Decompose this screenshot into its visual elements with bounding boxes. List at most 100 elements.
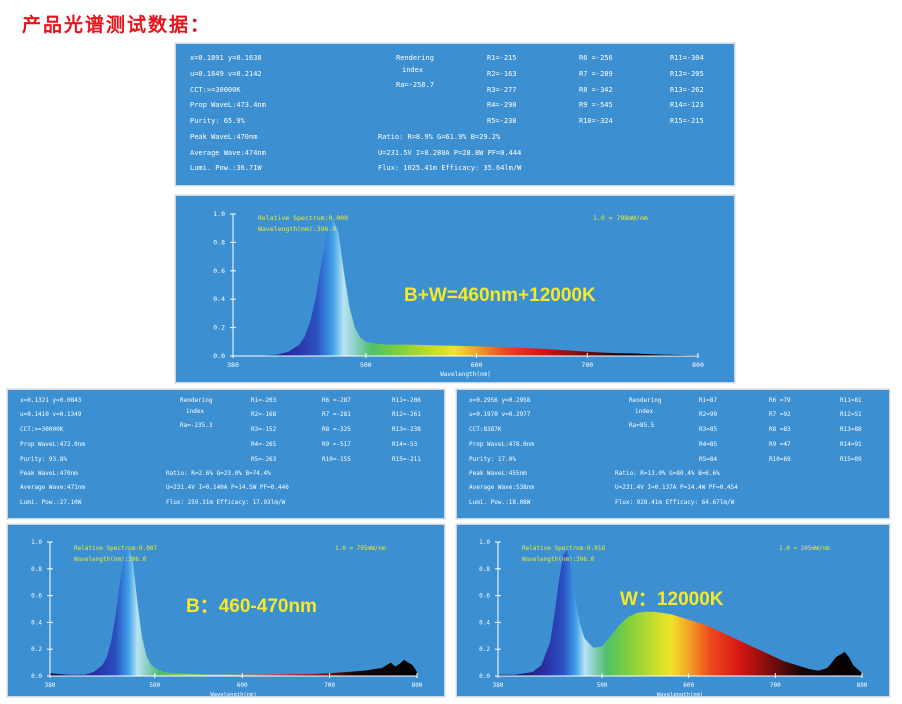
x-tick-label: 600	[237, 682, 248, 689]
param-prop-wavelength: Prop WaveL:478.0nm	[469, 441, 535, 448]
param-ratio: Ratio: R=13.0% G=80.4% B=6.6%	[615, 470, 720, 477]
x-tick-label: 700	[770, 682, 781, 689]
x-tick-label: 800	[412, 682, 423, 689]
x-axis-label: Wavelength(nm)	[210, 692, 256, 696]
x-axis-label: Wavelength(nm)	[657, 692, 703, 696]
param-lumi-power: Lumi. Pow.:27.10W	[20, 499, 82, 506]
x-tick-label: 800	[692, 361, 704, 369]
r-value: R8 =83	[769, 426, 791, 433]
spectrum-chart-panel-left: 0.0 0.2 0.4 0.6 0.8 1.0 380 500 600 700 800 Wavelen…	[7, 524, 445, 697]
param-purity: Purity: 65.9%	[190, 117, 245, 125]
r-value: R11=-206	[392, 397, 421, 404]
param-prop-wavelength: Prop WaveL:472.0nm	[20, 441, 86, 448]
x-tick-label: 500	[360, 361, 372, 369]
relative-spectrum-readout: Relative Spectrum:0.018	[522, 545, 605, 552]
rendering-label: Rendering	[396, 54, 434, 62]
param-uv: u=0.1649 v=0.2142	[190, 70, 262, 78]
product-label: B：460-470nm	[186, 596, 317, 617]
param-ra: Ra=85.5	[629, 422, 655, 429]
param-lumi-power: Lumi. Pow.:36.71W	[190, 164, 262, 172]
r-value: R1=-215	[487, 54, 517, 62]
r-value: R6 =-287	[322, 397, 351, 404]
param-ra: Ra=-258.7	[396, 81, 434, 89]
r-value: R13=-238	[392, 426, 421, 433]
param-uv: u=0.1970 v=0.2977	[469, 411, 531, 418]
wavelength-readout: Wavelength(nm):396.0	[74, 556, 147, 563]
r-value: R5=-238	[487, 117, 517, 125]
param-average-wave: Average Wave:538nm	[469, 484, 535, 491]
y-tick-label: 0.0	[31, 673, 42, 680]
index-label: index	[635, 408, 654, 415]
y-tick-label: 1.0	[213, 210, 225, 218]
r-value: R14=-123	[670, 101, 704, 109]
wavelength-readout: Wavelength(nm):396.0	[258, 225, 336, 233]
param-electrical: U=231.5V I=0.280A P=28.8W PF=0.444	[378, 149, 522, 157]
param-average-wave: Average Wave:474nm	[190, 149, 266, 157]
param-electrical: U=231.4V I=0.140A P=14.5W PF=0.446	[166, 484, 289, 491]
x-tick-label: 600	[471, 361, 483, 369]
r-value: R12=-205	[670, 70, 704, 78]
r-value: R2=-168	[251, 411, 277, 418]
y-tick-label: 0.0	[479, 673, 490, 680]
rendering-label: Rendering	[629, 397, 662, 404]
y-tick-label: 0.6	[31, 593, 42, 600]
r-value: R11=-304	[670, 54, 704, 62]
page-title: 产品光谱测试数据：	[22, 14, 212, 36]
spectrum-chart: 0.0 0.2 0.4 0.6 0.8 1.0 380 500 600 700 800 Wavelen…	[479, 539, 868, 696]
params-panel-right: x=0.2956 y=0.2958 u=0.1970 v=0.2977 CCT:…	[456, 389, 890, 519]
y-tick-label: 0.2	[31, 646, 42, 653]
r-value: R9 =-517	[322, 441, 351, 448]
r-value: R1=87	[699, 397, 718, 404]
param-flux: Flux: 259.31m Efficacy: 17.93lm/W	[166, 499, 286, 506]
param-purity: Purity: 93.8%	[20, 456, 67, 463]
x-tick-label: 380	[227, 361, 239, 369]
r-value: R12=51	[840, 411, 862, 418]
y-tick-label: 0.8	[31, 566, 42, 573]
y-tick-label: 0.2	[213, 324, 225, 332]
y-tick-label: 1.0	[479, 539, 490, 546]
param-cct: CCT:>=30000K	[20, 426, 64, 433]
y-tick-label: 0.6	[479, 593, 490, 600]
r-value: R8 =-342	[579, 86, 613, 94]
spectrum-chart-panel-top: 0.0 0.2 0.4 0.6 0.8 1.0 380 500 600 700 800 Wavelen…	[175, 195, 735, 383]
relative-spectrum-readout: Relative Spectrum:0.007	[74, 545, 157, 552]
y-tick-label: 0.8	[213, 238, 225, 246]
r-value: R6 =-256	[579, 54, 613, 62]
r-value: R1=-203	[251, 397, 277, 404]
r-value: R2=-163	[487, 70, 517, 78]
params-panel-left: x=0.1321 y=0.0843 u=0.1410 v=0.1349 CCT:…	[7, 389, 445, 519]
spectrum-area	[233, 218, 698, 356]
scale-note: 1.0 = 795mW/nm	[335, 545, 386, 552]
params-panel-top: x=0.1891 y=0.1638 u=0.1649 v=0.2142 CCT:…	[175, 43, 735, 186]
spectrum-chart: 0.0 0.2 0.4 0.6 0.8 1.0 380 500 600 700 800 Wavelen…	[213, 210, 704, 378]
spectrum-chart-panel-right: 0.0 0.2 0.4 0.6 0.8 1.0 380 500 600 700 800 Wavelen…	[456, 524, 890, 697]
r-value: R10=-324	[579, 117, 613, 125]
r-value: R14=91	[840, 441, 862, 448]
r-value: R9 =-545	[579, 101, 613, 109]
rendering-label: Rendering	[180, 397, 213, 404]
r-value: R11=81	[840, 397, 862, 404]
relative-spectrum-readout: Relative Spectrum:0.000	[258, 214, 348, 222]
spectrum-area	[498, 548, 862, 676]
r-value: R8 =-325	[322, 426, 351, 433]
r-value: R2=90	[699, 411, 718, 418]
r-value: R5=-263	[251, 456, 277, 463]
spectrum-area	[50, 544, 417, 676]
spectrum-chart: 0.0 0.2 0.4 0.6 0.8 1.0 380 500 600 700 800 Wavelen…	[31, 539, 423, 696]
y-tick-label: 0.4	[479, 619, 490, 626]
r-value: R4=-290	[487, 101, 517, 109]
r-value: R12=-261	[392, 411, 421, 418]
param-cct: CCT:8387K	[469, 426, 502, 433]
x-tick-label: 380	[45, 682, 56, 689]
param-electrical: U=231.4V I=0.137A P=14.4W PF=0.454	[615, 484, 738, 491]
param-peak-wavelength: Peak WaveL:470nm	[20, 470, 78, 477]
scale-note: 1.0 = 798mW/nm	[593, 214, 648, 222]
y-tick-label: 0.8	[479, 566, 490, 573]
param-peak-wavelength: Peak WaveL:470nm	[190, 133, 258, 141]
index-label: index	[186, 408, 205, 415]
y-tick-label: 0.0	[213, 352, 225, 360]
r-value: R7 =-289	[579, 70, 613, 78]
x-tick-label: 700	[324, 682, 335, 689]
x-tick-label: 500	[597, 682, 608, 689]
r-value: R4=85	[699, 441, 718, 448]
